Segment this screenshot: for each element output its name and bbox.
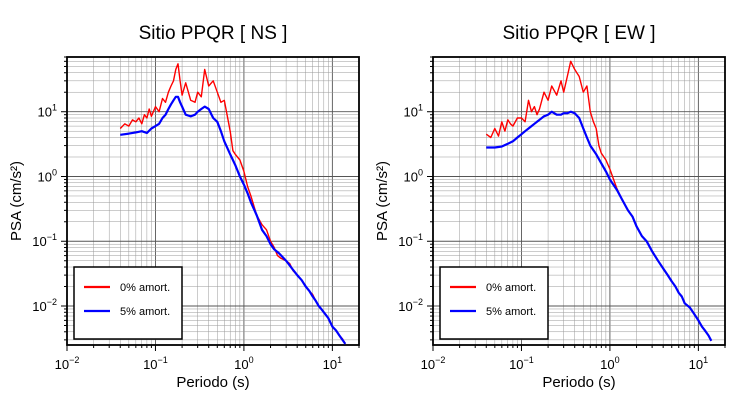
x-tick-label-exponent: −1 [158,355,168,365]
x-tick-label-exponent: −2 [69,355,79,365]
x-tick-label-base: 10 [600,357,614,372]
series-group [119,63,347,345]
y-tick-label: 10−2 [398,297,423,314]
y-tick-label: 101 [38,103,57,120]
ticks [61,56,360,351]
x-tick-label: 101 [689,355,708,372]
y-tick-label-base: 10 [32,299,46,314]
x-tick-label-exponent: −2 [435,355,445,365]
x-tick-label-base: 10 [689,357,703,372]
legend-label-5pct: 5% amort. [120,306,170,318]
y-tick-label-exponent: 1 [52,103,57,113]
x-tick-label-exponent: −1 [524,355,534,365]
y-tick-label-base: 10 [404,169,418,184]
grid [66,56,360,345]
legend-box [73,266,183,340]
y-tick-label-exponent: −2 [47,297,57,307]
y-tick-label: 10−2 [32,297,57,314]
legend-label-0pct: 0% amort. [486,282,536,294]
legend: 0% amort. 5% amort. [439,266,549,340]
y-tick-label: 10−1 [32,232,57,249]
ticks [427,56,726,351]
y-tick-label-exponent: −1 [413,232,423,242]
y-tick-label-base: 10 [38,105,52,120]
y-tick-label-base: 10 [398,234,412,249]
y-tick-label: 100 [404,167,423,184]
x-tick-label-base: 10 [421,357,435,372]
y-tick-label: 101 [404,103,423,120]
y-axis-label: PSA (cm/s²) [8,161,25,241]
legend: 0% amort. 5% amort. [73,266,183,340]
x-tick-label-base: 10 [509,357,523,372]
x-tick-label-exponent: 0 [615,355,620,365]
y-tick-label-exponent: −2 [413,297,423,307]
x-tick-label-base: 10 [55,357,69,372]
y-tick-label-base: 10 [32,234,46,249]
x-tick-label-base: 10 [143,357,157,372]
x-tick-label: 101 [323,355,342,372]
series-line-5pct-amort [486,110,713,342]
chart-panel-ns: Sitio PPQR [ NS ]10−2 10−1 100 10110−210−11… [8,23,360,391]
x-tick-label-base: 10 [323,357,337,372]
y-axis-label: PSA (cm/s²) [374,161,391,241]
plot-frame [66,56,360,346]
x-tick-label-base: 10 [234,357,248,372]
x-tick-label: 10−1 [143,355,168,372]
x-tick-label-exponent: 1 [703,355,708,365]
x-tick-label-exponent: 0 [249,355,254,365]
legend-box [439,266,549,340]
series-group [485,60,713,342]
x-axis-label: Periodo (s) [176,374,249,391]
y-tick-label-exponent: 0 [52,167,57,177]
y-tick-label-base: 10 [38,169,52,184]
x-tick-label: 10−1 [509,355,534,372]
chart-title: Sitio PPQR [ EW ] [502,23,655,44]
y-tick-label-exponent: 1 [418,103,423,113]
legend-label-5pct: 5% amort. [486,306,536,318]
y-tick-label-base: 10 [398,299,412,314]
legend-label-0pct: 0% amort. [120,282,170,294]
y-tick-label: 10−1 [398,232,423,249]
chart-panel-ew: Sitio PPQR [ EW ]10−2 10−1 100 10110−210−11… [374,23,726,391]
y-tick-label-exponent: 0 [418,167,423,177]
y-tick-label: 100 [38,167,57,184]
x-tick-label: 100 [600,355,619,372]
series-line-5pct-amort [120,95,347,345]
x-tick-label-exponent: 1 [337,355,342,365]
chart-title: Sitio PPQR [ NS ] [139,23,288,44]
x-tick-label: 10−2 [55,355,80,372]
y-tick-label-exponent: −1 [47,232,57,242]
x-tick-label: 100 [234,355,253,372]
x-axis-label: Periodo (s) [542,374,615,391]
plot-frame [432,56,726,346]
y-tick-label-base: 10 [404,105,418,120]
x-tick-label: 10−2 [421,355,446,372]
